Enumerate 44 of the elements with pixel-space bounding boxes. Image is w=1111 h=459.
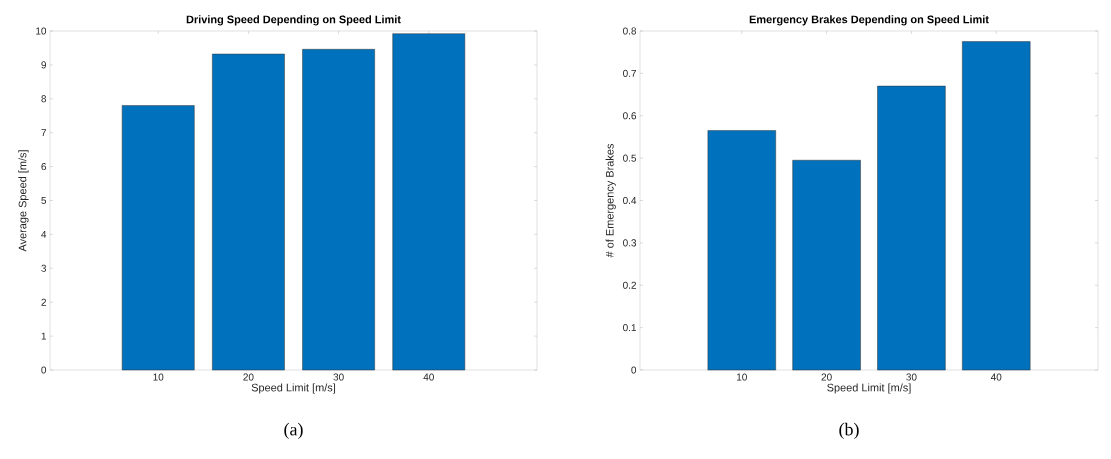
x-tick-label: 30: [906, 373, 917, 381]
y-tick-label: 0.1: [623, 324, 637, 332]
bar: [792, 159, 861, 371]
y-tick-label: 0.6: [623, 112, 637, 120]
y-tick-label: 1: [41, 332, 46, 340]
x-tick-label: 20: [821, 373, 832, 381]
x-axis-title: Speed Limit [m/s]: [827, 383, 911, 394]
y-tick-label: 8: [41, 95, 47, 103]
y-tick-label: 3: [41, 264, 47, 272]
y-axis-title: # of Emergency Brakes: [605, 143, 616, 258]
y-tick-label: 2: [41, 298, 46, 306]
y-tick-label: 7: [41, 129, 46, 137]
y-tick-label: 0.4: [623, 196, 637, 205]
x-tick-label: 20: [243, 373, 254, 381]
y-tick-label: 0.3: [623, 239, 637, 247]
y-tick-label: 10: [36, 27, 47, 35]
y-axis-title: Average Speed [m/s]: [18, 150, 29, 252]
x-tick-label: 10: [153, 373, 164, 381]
bar: [302, 49, 375, 371]
y-tick-label: 0: [41, 366, 47, 374]
x-tick-label: 10: [737, 373, 747, 381]
y-tick-label: 0.8: [623, 27, 637, 35]
y-tick-label: 4: [41, 230, 47, 238]
y-tick-label: 0.5: [623, 154, 637, 162]
y-tick-label: 5: [41, 197, 47, 204]
y-tick-label: 9: [41, 61, 47, 69]
y-tick-label: 0.2: [623, 281, 636, 289]
bar: [212, 53, 285, 371]
y-tick-label: 6: [41, 163, 47, 171]
x-tick-label: 40: [423, 373, 434, 381]
x-tick-label: 40: [990, 373, 1002, 381]
y-tick-label: 0: [631, 366, 637, 374]
text: (a): [284, 422, 303, 440]
bar: [877, 85, 946, 371]
x-tick-label: 30: [333, 373, 344, 381]
chart-title: Emergency Brakes Depending on Speed Limit: [749, 15, 989, 26]
bar: [962, 41, 1031, 371]
x-axis-title: Speed Limit [m/s]: [251, 383, 336, 394]
bar: [121, 105, 195, 371]
text: (b): [839, 422, 859, 440]
y-tick-label: 0.7: [623, 69, 636, 77]
bar: [392, 33, 466, 371]
bar: [707, 130, 776, 371]
chart-title: Driving Speed Depending on Speed Limit: [186, 15, 401, 26]
